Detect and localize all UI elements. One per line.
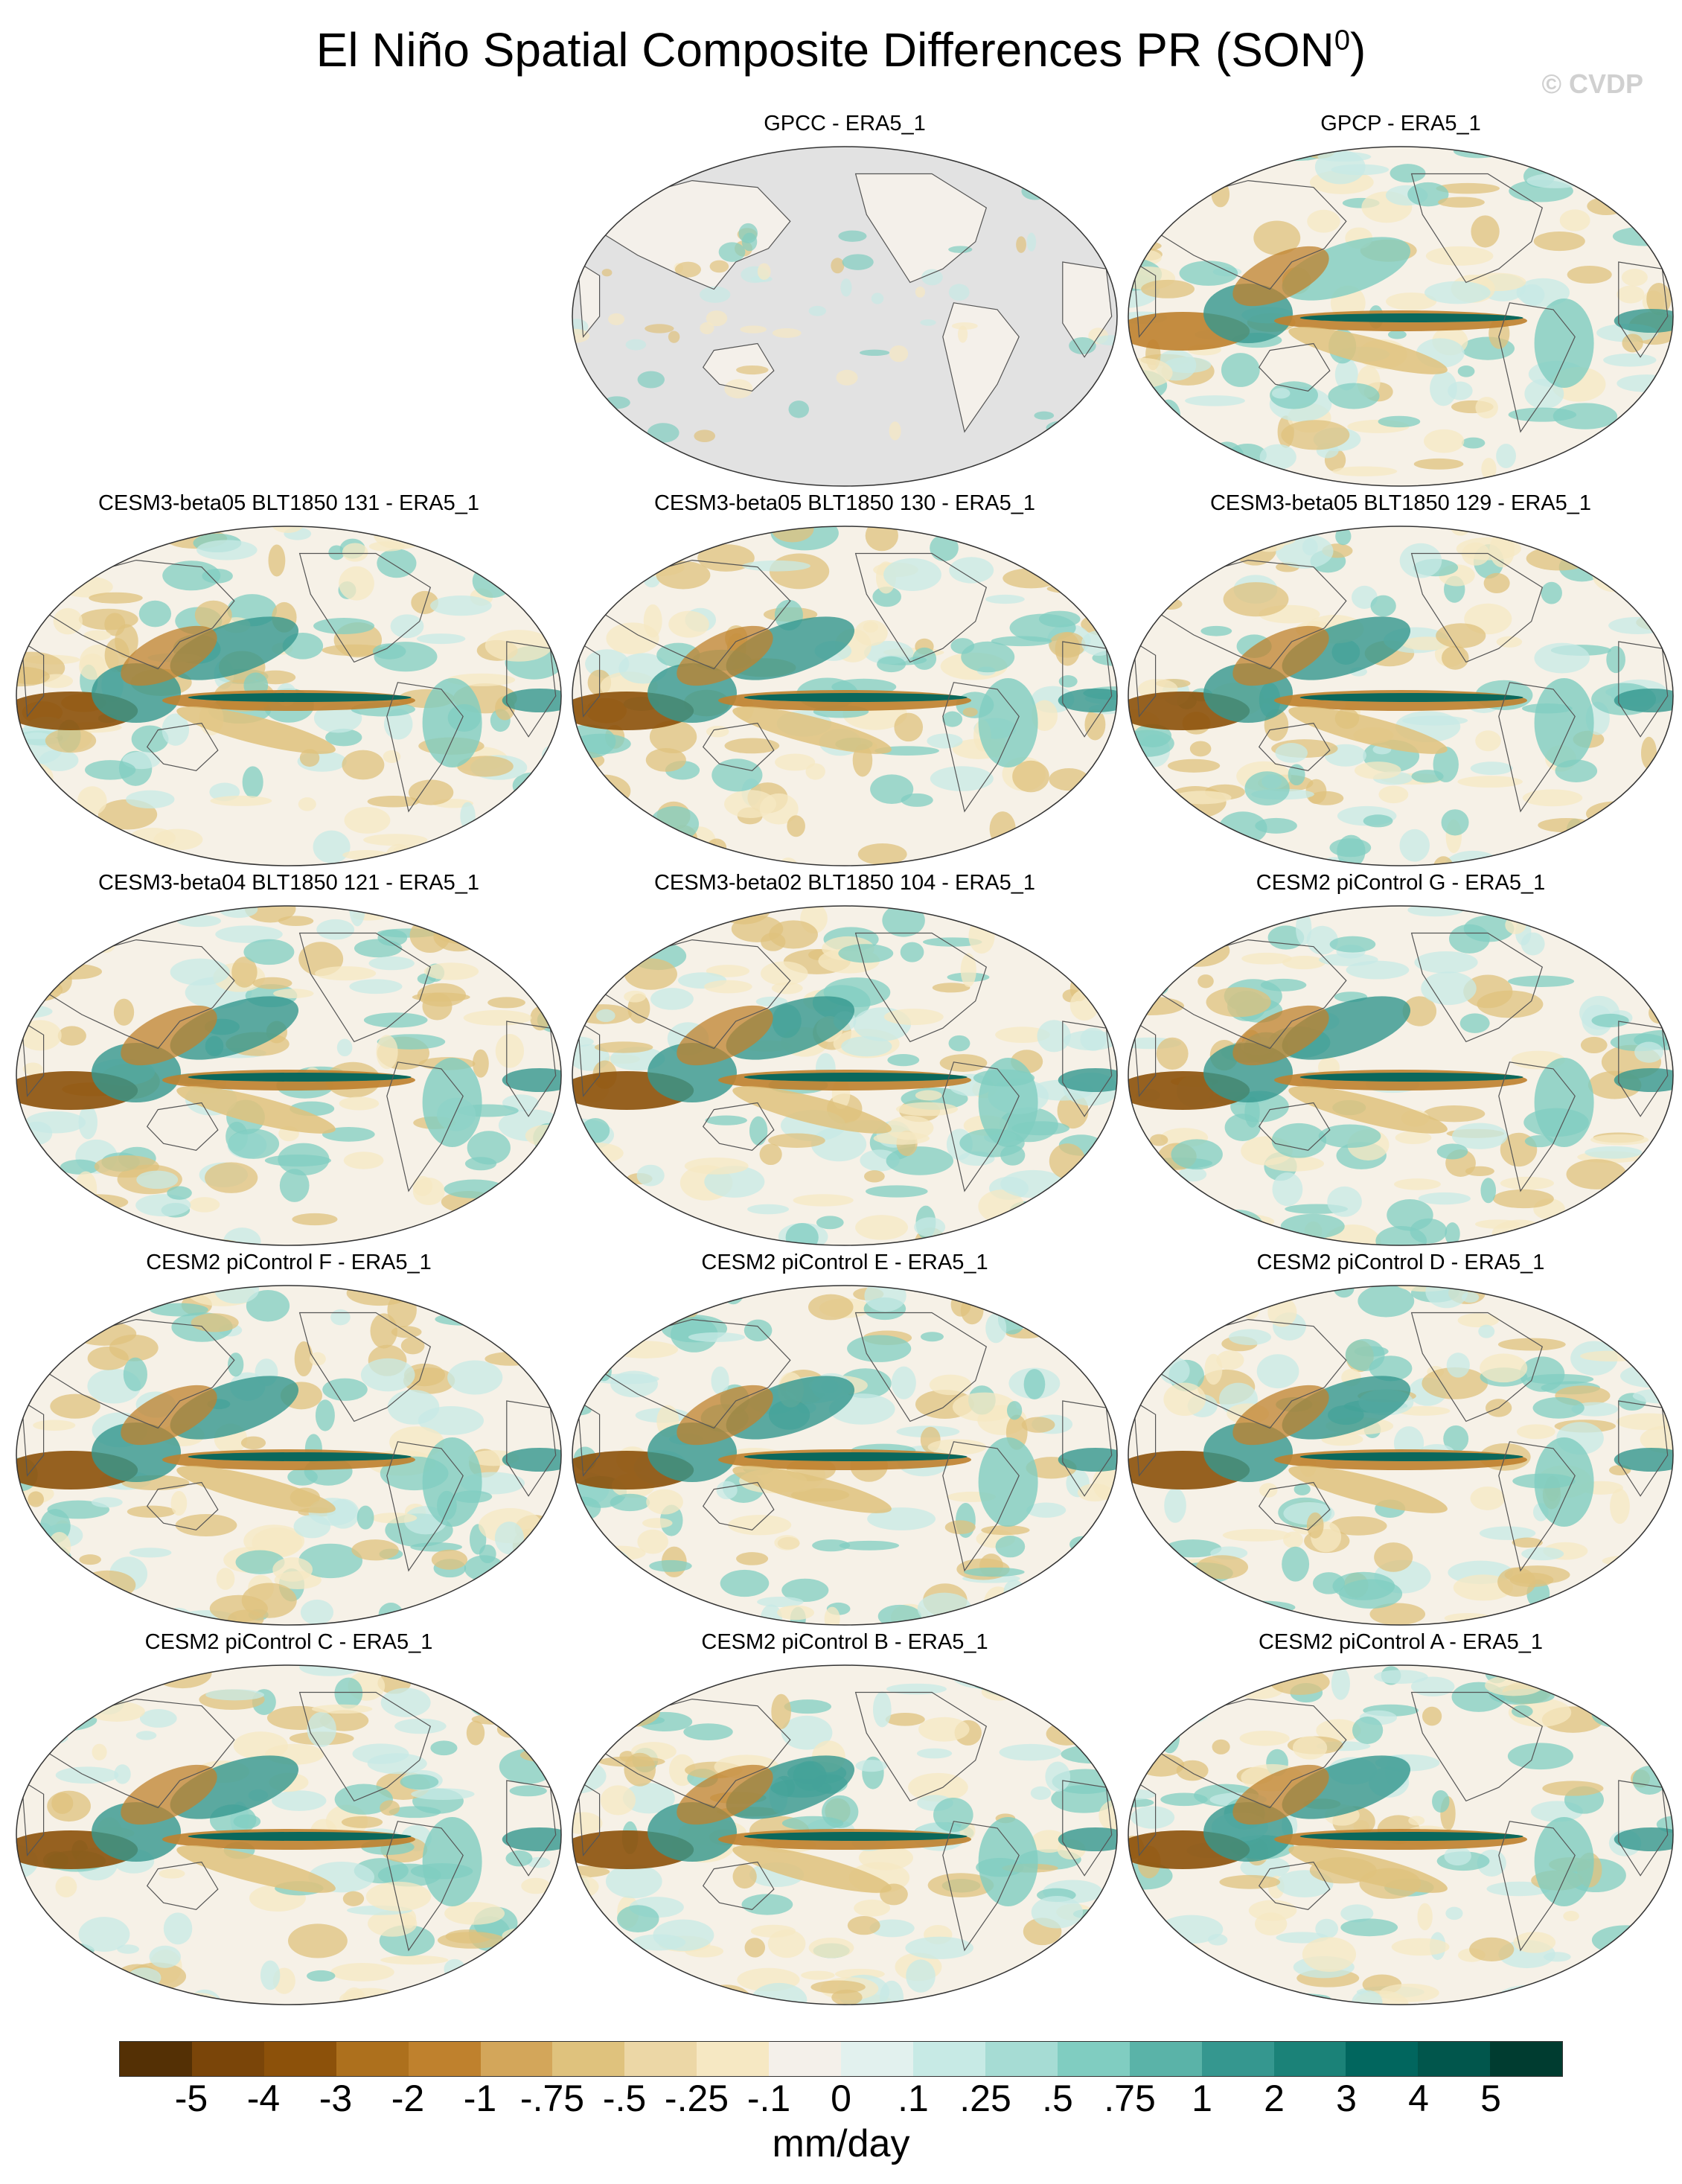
colorbar-tick-label: 1: [1192, 2078, 1212, 2119]
colorbar-swatch: [769, 2042, 842, 2076]
colorbar-swatch: [120, 2042, 192, 2076]
colorbar-tick-label: -.5: [602, 2078, 647, 2119]
colorbar-swatch: [1201, 2042, 1274, 2076]
colorbar-swatch: [336, 2042, 409, 2076]
map-panel: CESM3-beta05 BLT1850 130 - ERA5_1: [569, 491, 1120, 871]
robinson-map: [1128, 526, 1674, 866]
colorbar-tick-label: -1: [463, 2078, 497, 2119]
colorbar-tick-label: .75: [1104, 2078, 1156, 2119]
robinson-map: [1128, 1664, 1674, 2005]
colorbar-swatch: [624, 2042, 697, 2076]
map-panel-title: CESM2 piControl A - ERA5_1: [1258, 1630, 1543, 1654]
colorbar-tick-label: 0: [831, 2078, 851, 2119]
map-panel-title: GPCP - ERA5_1: [1320, 112, 1481, 135]
colorbar-swatch: [480, 2042, 553, 2076]
map-panel: CESM2 piControl E - ERA5_1: [569, 1251, 1120, 1630]
map-panel-title: CESM3-beta05 BLT1850 131 - ERA5_1: [97, 491, 480, 515]
map-panel: CESM3-beta05 BLT1850 131 - ERA5_1: [13, 491, 564, 871]
map-panel-title: CESM3-beta04 BLT1850 121 - ERA5_1: [97, 871, 480, 895]
colorbar-tick-label: -2: [391, 2078, 425, 2119]
colorbar-tick-label: 4: [1408, 2078, 1429, 2119]
robinson-map: [572, 526, 1118, 866]
colorbar-tick-label: 2: [1264, 2078, 1285, 2119]
map-panel: CESM2 piControl G - ERA5_1: [1125, 871, 1676, 1251]
colorbar-swatch: [1490, 2042, 1563, 2076]
colorbar-tick-label: -.25: [664, 2078, 729, 2119]
map-panel-title: CESM2 piControl G - ERA5_1: [1256, 871, 1546, 895]
colorbar-swatch: [408, 2042, 481, 2076]
colorbar-tick-label: -.75: [519, 2078, 585, 2119]
colorbar-tick-label: .5: [1042, 2078, 1073, 2119]
robinson-map: [572, 905, 1118, 1246]
map-panel: CESM3-beta02 BLT1850 104 - ERA5_1: [569, 871, 1120, 1251]
watermark: © CVDP: [1541, 68, 1643, 99]
robinson-map: [1128, 1285, 1674, 1626]
colorbar-tick-label: 3: [1336, 2078, 1357, 2119]
map-panel-title: CESM3-beta02 BLT1850 104 - ERA5_1: [653, 871, 1036, 895]
colorbar-tick-label: .1: [898, 2078, 929, 2119]
map-panel: CESM2 piControl C - ERA5_1: [13, 1630, 564, 2010]
robinson-map: [16, 905, 562, 1246]
map-panel-title: CESM2 piControl F - ERA5_1: [146, 1251, 432, 1274]
map-panel-title: CESM2 piControl C - ERA5_1: [144, 1630, 433, 1654]
colorbar-ticks: -5 -4 -3 -2 -1 -.75 -.5 -.25 -.1 0 .1 .25 .5 .75 1 2 3 4 5: [119, 2077, 1563, 2121]
map-panel-title: CESM2 piControl B - ERA5_1: [701, 1630, 988, 1654]
robinson-map: [16, 1285, 562, 1626]
colorbar-tick-label: -4: [246, 2078, 281, 2119]
colorbar-units: mm/day: [772, 2122, 910, 2165]
map-panel: CESM2 piControl A - ERA5_1: [1125, 1630, 1676, 2010]
robinson-map: [572, 1285, 1118, 1626]
colorbar-tick-label: -3: [319, 2078, 353, 2119]
map-panel: CESM3-beta04 BLT1850 121 - ERA5_1: [13, 871, 564, 1251]
colorbar-swatch: [1273, 2042, 1346, 2076]
map-panel-title: GPCC - ERA5_1: [764, 112, 926, 135]
map-panel-title: CESM3-beta05 BLT1850 129 - ERA5_1: [1209, 491, 1592, 515]
map-panel: CESM2 piControl F - ERA5_1: [13, 1251, 564, 1630]
colorbar-tick-label: -.1: [746, 2078, 791, 2119]
map-panel: GPCP - ERA5_1: [1125, 112, 1676, 491]
colorbar-swatch: [1346, 2042, 1419, 2076]
robinson-map: [572, 146, 1118, 487]
robinson-map: [572, 1664, 1118, 2005]
colorbar-swatch: [841, 2042, 913, 2076]
map-panel: GPCC - ERA5_1: [569, 112, 1120, 491]
map-panel-title: CESM2 piControl D - ERA5_1: [1256, 1251, 1545, 1274]
colorbar-tick-label: -5: [174, 2078, 208, 2119]
map-panel: CESM3-beta05 BLT1850 129 - ERA5_1: [1125, 491, 1676, 871]
colorbar-swatch: [263, 2042, 336, 2076]
map-panel: CESM2 piControl D - ERA5_1: [1125, 1251, 1676, 1630]
robinson-map: [16, 1664, 562, 2005]
map-panel-title: CESM2 piControl E - ERA5_1: [701, 1251, 988, 1274]
figure-title: El Niño Spatial Composite Differences PR…: [316, 23, 1366, 77]
colorbar-swatch: [552, 2042, 625, 2076]
colorbar-swatch: [985, 2042, 1058, 2076]
robinson-map: [1128, 146, 1674, 487]
colorbar-tick-label: .25: [959, 2078, 1011, 2119]
colorbar-swatch: [1129, 2042, 1202, 2076]
map-panel-title: CESM3-beta05 BLT1850 130 - ERA5_1: [653, 491, 1036, 515]
colorbar-swatch: [697, 2042, 770, 2076]
robinson-map: [1128, 905, 1674, 1246]
colorbar-swatch: [1418, 2042, 1491, 2076]
colorbar: [119, 2041, 1563, 2077]
colorbar-tick-label: 5: [1480, 2078, 1501, 2119]
colorbar-swatch: [1057, 2042, 1130, 2076]
map-panel: CESM2 piControl B - ERA5_1: [569, 1630, 1120, 2010]
colorbar-swatch: [912, 2042, 985, 2076]
colorbar-swatch: [191, 2042, 264, 2076]
robinson-map: [16, 526, 562, 866]
